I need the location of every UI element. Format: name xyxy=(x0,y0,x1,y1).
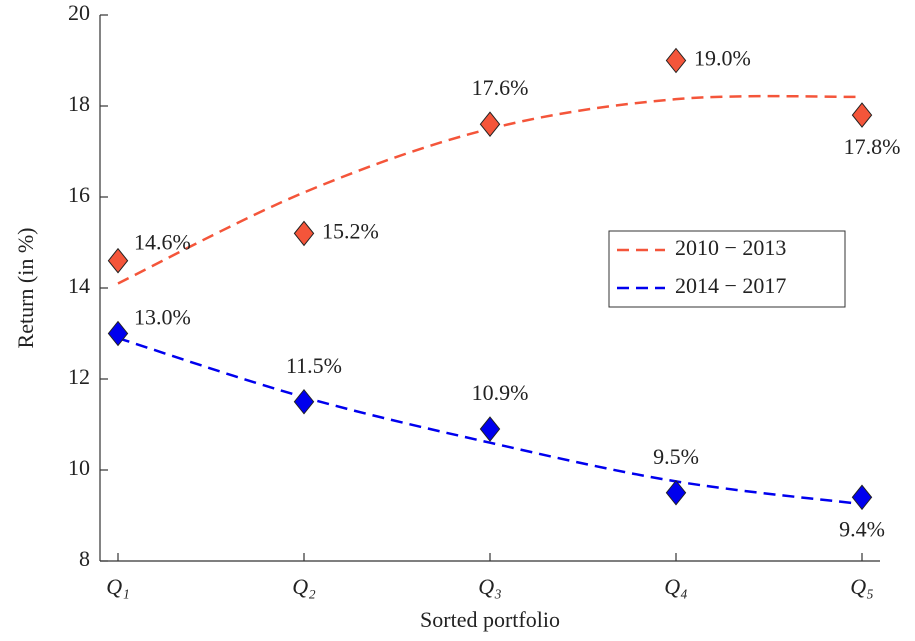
y-tick-label: 12 xyxy=(68,364,90,389)
data-label: 13.0% xyxy=(134,305,191,330)
data-label: 10.9% xyxy=(472,380,529,405)
point xyxy=(851,102,873,128)
legend-label: 2010 − 2013 xyxy=(675,235,786,260)
legend-label: 2014 − 2017 xyxy=(675,273,786,298)
y-tick-label: 20 xyxy=(68,0,90,25)
data-label: 19.0% xyxy=(694,46,751,71)
point xyxy=(665,479,687,506)
y-tick-label: 18 xyxy=(68,91,90,116)
y-tick-label: 8 xyxy=(79,546,90,571)
data-label: 9.5% xyxy=(653,444,699,469)
y-tick-label: 10 xyxy=(68,455,90,480)
y-axis-label: Return (in %) xyxy=(13,228,38,349)
x-tick-label: Q₄ xyxy=(664,574,688,599)
fit-line xyxy=(117,336,863,506)
data-label: 15.2% xyxy=(322,218,379,243)
point xyxy=(851,484,873,511)
point xyxy=(479,416,501,442)
point xyxy=(107,247,129,274)
data-label: 14.6% xyxy=(134,230,191,255)
legend-box xyxy=(608,230,846,308)
point xyxy=(293,388,315,415)
data-label: 17.6% xyxy=(472,75,529,100)
x-tick-label: Q₅ xyxy=(850,574,874,599)
data-label: 11.5% xyxy=(286,353,342,378)
point xyxy=(293,220,315,247)
y-tick-label: 16 xyxy=(68,182,90,207)
data-label: 9.4% xyxy=(839,516,885,541)
x-tick-label: Q₂ xyxy=(292,574,316,599)
point xyxy=(107,320,129,347)
x-axis-label: Sorted portfolio xyxy=(420,607,560,632)
x-tick-label: Q₃ xyxy=(478,574,502,599)
x-tick-label: Q₁ xyxy=(106,574,130,599)
y-tick-label: 14 xyxy=(68,273,90,298)
point xyxy=(665,47,687,74)
point xyxy=(479,111,501,138)
data-label: 17.8% xyxy=(844,134,901,159)
